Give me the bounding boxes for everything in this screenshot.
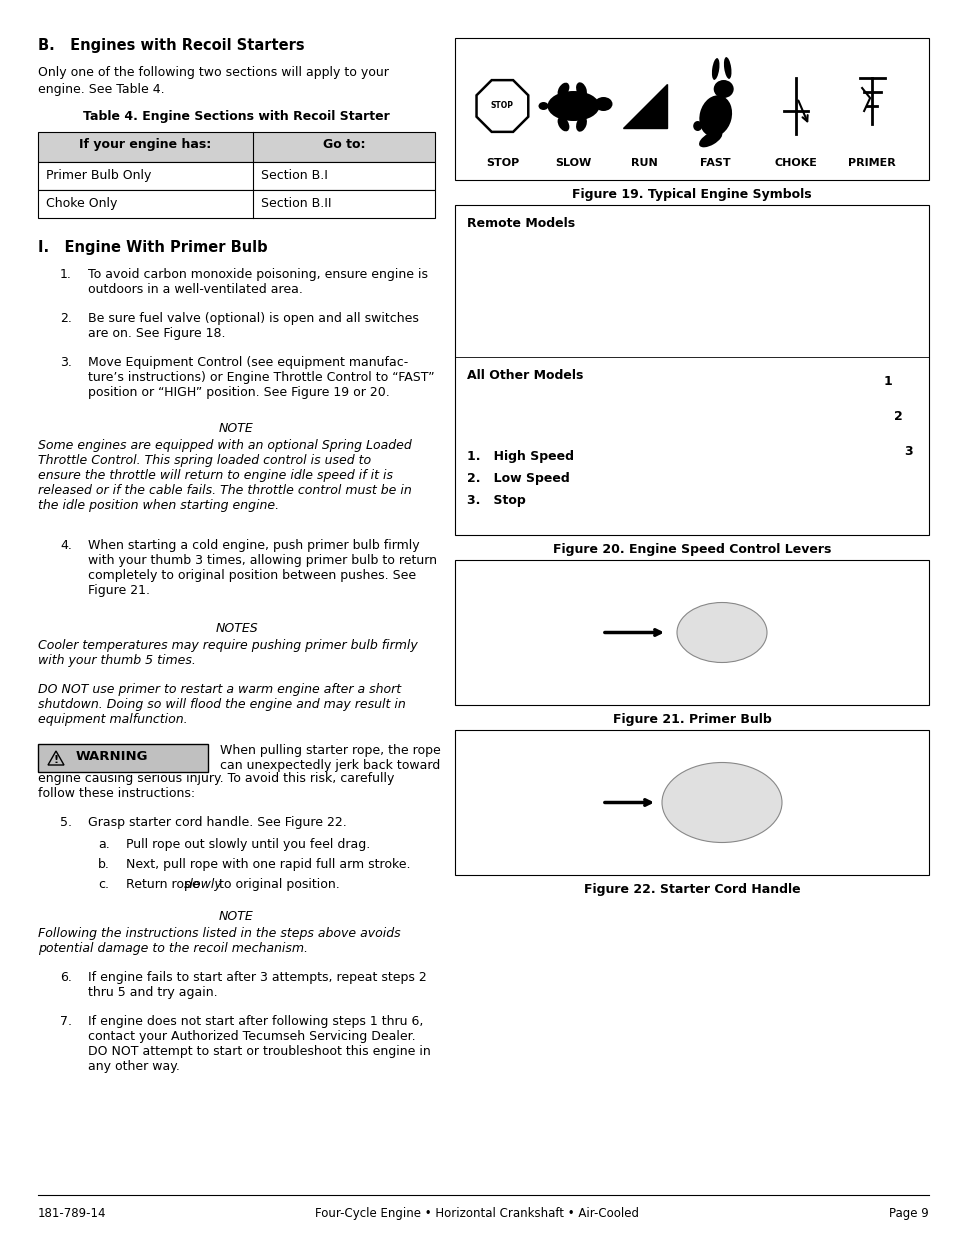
Ellipse shape — [557, 116, 569, 131]
Text: Table 4. Engine Sections with Recoil Starter: Table 4. Engine Sections with Recoil Sta… — [83, 110, 390, 124]
Text: NOTES: NOTES — [215, 622, 257, 635]
Bar — [38, 743, 208, 772]
Text: PRIMER: PRIMER — [847, 158, 895, 168]
Text: I.   Engine With Primer Bulb: I. Engine With Primer Bulb — [38, 240, 268, 254]
Text: engine. See Table 4.: engine. See Table 4. — [38, 83, 165, 96]
Text: RUN: RUN — [631, 158, 658, 168]
Text: c.: c. — [98, 878, 109, 890]
Text: WARNING: WARNING — [76, 750, 149, 763]
Text: When pulling starter rope, the rope
can unexpectedly jerk back toward: When pulling starter rope, the rope can … — [220, 743, 440, 772]
Text: Figure 20. Engine Speed Control Levers: Figure 20. Engine Speed Control Levers — [552, 543, 830, 556]
Text: 3: 3 — [903, 445, 912, 458]
Bar — [455, 205, 928, 535]
Text: Figure 22. Starter Cord Handle: Figure 22. Starter Cord Handle — [583, 883, 800, 897]
Text: NOTE: NOTE — [219, 422, 253, 435]
Text: DO NOT use primer to restart a warm engine after a short
shutdown. Doing so will: DO NOT use primer to restart a warm engi… — [38, 683, 405, 726]
Text: Primer Bulb Only: Primer Bulb Only — [46, 169, 152, 182]
Text: a.: a. — [98, 839, 110, 851]
Text: 181-789-14: 181-789-14 — [38, 1207, 107, 1220]
Ellipse shape — [576, 116, 586, 132]
Bar — [455, 730, 928, 876]
Text: to original position.: to original position. — [214, 878, 339, 890]
Ellipse shape — [537, 103, 548, 110]
Text: Move Equipment Control (see equipment manufac-
ture’s instructions) or Engine Th: Move Equipment Control (see equipment ma… — [88, 356, 435, 399]
Text: Figure 21. Primer Bulb: Figure 21. Primer Bulb — [612, 713, 771, 726]
Text: Four-Cycle Engine • Horizontal Crankshaft • Air-Cooled: Four-Cycle Engine • Horizontal Crankshaf… — [314, 1207, 639, 1220]
Text: Choke Only: Choke Only — [46, 198, 117, 210]
Text: Section B.I: Section B.I — [261, 169, 328, 182]
Text: When starting a cold engine, push primer bulb firmly
with your thumb 3 times, al: When starting a cold engine, push primer… — [88, 538, 436, 597]
Ellipse shape — [713, 80, 733, 98]
Ellipse shape — [711, 58, 719, 80]
Text: Only one of the following two sections will apply to your: Only one of the following two sections w… — [38, 65, 389, 79]
Bar — [455, 559, 928, 705]
Text: 1.: 1. — [60, 268, 71, 282]
Text: 5.: 5. — [60, 816, 71, 829]
Text: Figure 19. Typical Engine Symbols: Figure 19. Typical Engine Symbols — [572, 188, 811, 201]
Text: 2.   Low Speed: 2. Low Speed — [467, 472, 569, 485]
Bar — [38, 162, 435, 190]
Ellipse shape — [547, 91, 598, 121]
Text: Pull rope out slowly until you feel drag.: Pull rope out slowly until you feel drag… — [126, 839, 370, 851]
Text: SLOW: SLOW — [555, 158, 591, 168]
Text: If engine does not start after following steps 1 thru 6,
contact your Authorized: If engine does not start after following… — [88, 1015, 431, 1073]
Text: Be sure fuel valve (optional) is open and all switches
are on. See Figure 18.: Be sure fuel valve (optional) is open an… — [88, 312, 418, 340]
Text: NOTE: NOTE — [219, 910, 253, 923]
Text: B.   Engines with Recoil Starters: B. Engines with Recoil Starters — [38, 38, 304, 53]
Text: STOP: STOP — [485, 158, 518, 168]
Ellipse shape — [699, 95, 731, 137]
Text: CHOKE: CHOKE — [774, 158, 817, 168]
Text: Section B.II: Section B.II — [261, 198, 331, 210]
Text: 6.: 6. — [60, 971, 71, 984]
Text: 3.   Stop: 3. Stop — [467, 494, 525, 508]
Text: Next, pull rope with one rapid full arm stroke.: Next, pull rope with one rapid full arm … — [126, 858, 410, 871]
Text: 4.: 4. — [60, 538, 71, 552]
Bar — [38, 132, 435, 162]
Ellipse shape — [594, 98, 612, 111]
Text: All Other Models: All Other Models — [467, 369, 583, 382]
Text: Go to:: Go to: — [322, 138, 365, 151]
Text: To avoid carbon monoxide poisoning, ensure engine is
outdoors in a well-ventilat: To avoid carbon monoxide poisoning, ensu… — [88, 268, 428, 296]
Text: Remote Models: Remote Models — [467, 217, 575, 230]
Text: Some engines are equipped with an optional Spring Loaded
Throttle Control. This : Some engines are equipped with an option… — [38, 438, 412, 513]
Ellipse shape — [677, 603, 766, 662]
Text: 1.   High Speed: 1. High Speed — [467, 450, 574, 463]
Text: 7.: 7. — [60, 1015, 71, 1028]
Text: STOP: STOP — [491, 101, 514, 110]
Text: 2.: 2. — [60, 312, 71, 325]
Text: Cooler temperatures may require pushing primer bulb firmly
with your thumb 5 tim: Cooler temperatures may require pushing … — [38, 638, 417, 667]
Text: FAST: FAST — [700, 158, 730, 168]
Polygon shape — [476, 80, 528, 132]
Text: Return rope: Return rope — [126, 878, 203, 890]
Ellipse shape — [699, 131, 721, 147]
Bar — [455, 38, 928, 180]
Text: b.: b. — [98, 858, 110, 871]
Ellipse shape — [557, 83, 569, 98]
Text: Page 9: Page 9 — [888, 1207, 928, 1220]
Text: 2: 2 — [893, 410, 902, 424]
Text: Following the instructions listed in the steps above avoids
potential damage to : Following the instructions listed in the… — [38, 927, 400, 955]
Text: If engine fails to start after 3 attempts, repeat steps 2
thru 5 and try again.: If engine fails to start after 3 attempt… — [88, 971, 426, 999]
Text: If your engine has:: If your engine has: — [79, 138, 212, 151]
Text: slowly: slowly — [183, 878, 222, 890]
Text: Grasp starter cord handle. See Figure 22.: Grasp starter cord handle. See Figure 22… — [88, 816, 346, 829]
Text: !: ! — [53, 755, 58, 764]
Ellipse shape — [723, 57, 731, 79]
Ellipse shape — [661, 762, 781, 842]
Text: engine causing serious injury. To avoid this risk, carefully
follow these instru: engine causing serious injury. To avoid … — [38, 772, 394, 800]
Text: 3.: 3. — [60, 356, 71, 369]
Bar — [38, 190, 435, 219]
Text: 1: 1 — [883, 375, 892, 388]
Polygon shape — [48, 751, 64, 764]
Ellipse shape — [693, 121, 701, 131]
Ellipse shape — [576, 83, 586, 98]
Polygon shape — [622, 84, 666, 128]
